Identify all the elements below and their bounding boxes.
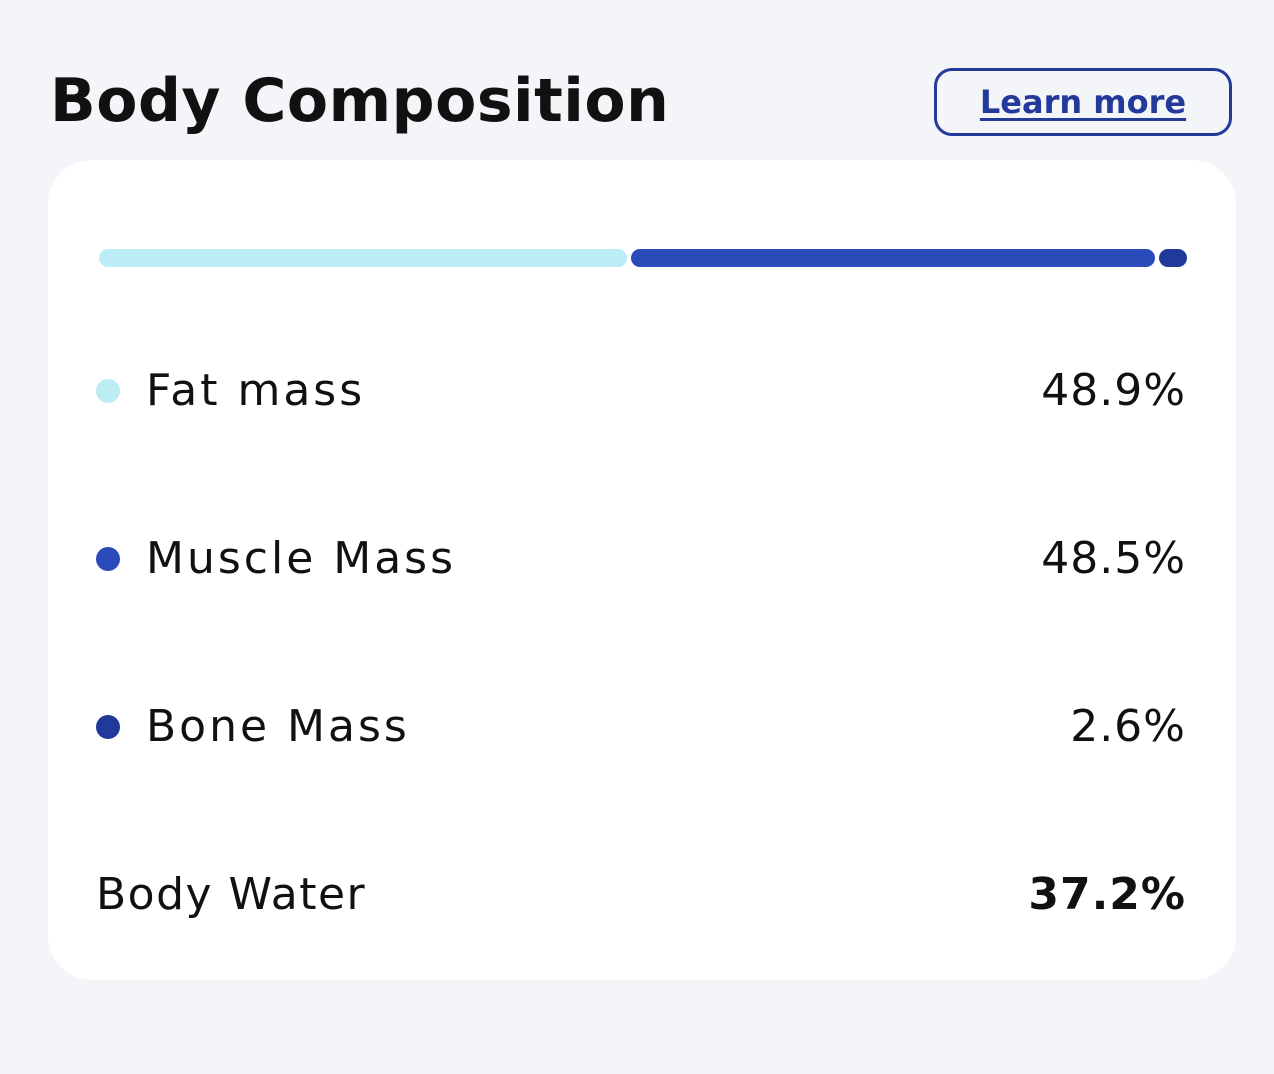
muscle-mass-value: 48.5% [1041,533,1186,584]
bone-mass-dot-icon [96,714,120,739]
body-composition-card: Fat mass 48.9% Muscle Mass 48.5% Bone Ma… [48,160,1236,980]
bone-mass-row: Bone Mass 2.6% [96,701,1186,752]
muscle-mass-row: Muscle Mass 48.5% [96,533,1186,584]
fat-mass-value: 48.9% [1041,365,1186,416]
composition-bar [99,249,1187,267]
bone-mass-label: Bone Mass [146,701,410,752]
muscle-mass-label: Muscle Mass [146,533,457,584]
body-water-label: Body Water [96,869,367,920]
body-water-row: Body Water 37.2% [96,869,1186,920]
bone-mass-segment [1158,249,1187,267]
muscle-mass-segment [631,249,1155,267]
fat-mass-dot-icon [96,378,120,403]
learn-more-button[interactable]: Learn more [934,68,1232,136]
fat-mass-label: Fat mass [146,365,366,416]
page-title: Body Composition [50,66,670,136]
fat-mass-row: Fat mass 48.9% [96,365,1186,416]
bone-mass-value: 2.6% [1070,701,1186,752]
muscle-mass-dot-icon [96,546,120,571]
fat-mass-segment [99,249,628,267]
body-water-value: 37.2% [1028,869,1186,920]
